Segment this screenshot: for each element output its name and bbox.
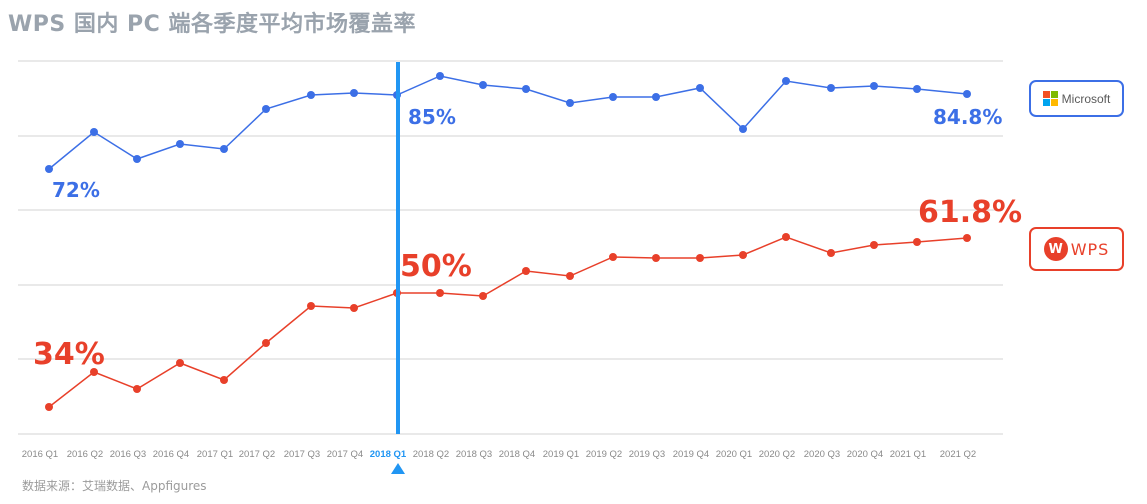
x-axis-label: 2019 Q4: [673, 449, 709, 460]
x-axis-label: 2020 Q2: [759, 449, 795, 460]
data-point: [652, 93, 660, 101]
data-point: [827, 249, 835, 257]
legend-wps[interactable]: W WPS: [1029, 227, 1124, 271]
data-point: [90, 128, 98, 136]
legend-microsoft[interactable]: Microsoft: [1029, 80, 1124, 117]
highlight-line: [396, 62, 400, 434]
data-point: [739, 251, 747, 259]
x-axis-label: 2021 Q2: [940, 449, 976, 460]
x-axis-label: 2019 Q3: [629, 449, 665, 460]
data-point: [652, 254, 660, 262]
data-point: [350, 89, 358, 97]
data-point: [45, 403, 53, 411]
microsoft-series: [45, 72, 971, 173]
data-point: [609, 93, 617, 101]
x-axis-label: 2016 Q3: [110, 449, 146, 460]
x-axis-label: 2017 Q2: [239, 449, 275, 460]
data-point: [870, 241, 878, 249]
data-point: [913, 85, 921, 93]
x-axis-label: 2018 Q4: [499, 449, 535, 460]
chart-title: WPS 国内 PC 端各季度平均市场覆盖率: [8, 12, 416, 37]
highlight-triangle-icon: [391, 463, 405, 474]
data-point: [133, 155, 141, 163]
data-point: [436, 72, 444, 80]
legend-wps-label: WPS: [1070, 239, 1110, 259]
data-point: [696, 84, 704, 92]
x-axis-label: 2016 Q4: [153, 449, 189, 460]
x-axis-label: 2018 Q2: [413, 449, 449, 460]
gridlines: [18, 60, 1003, 435]
x-axis-label: 2020 Q3: [804, 449, 840, 460]
data-point: [913, 238, 921, 246]
data-point: [262, 339, 270, 347]
x-axis-label: 2020 Q4: [847, 449, 883, 460]
x-axis-label: 2017 Q4: [327, 449, 363, 460]
data-point: [262, 105, 270, 113]
data-point: [307, 302, 315, 310]
data-point: [566, 272, 574, 280]
x-axis-label: 2019 Q2: [586, 449, 622, 460]
data-point: [963, 90, 971, 98]
wps-end-label: 61.8%: [918, 195, 1022, 230]
data-source-note: 数据来源：艾瑞数据、Appfigures: [22, 479, 207, 493]
legend-microsoft-label: Microsoft: [1061, 91, 1111, 106]
wps-series: [45, 233, 971, 411]
series-line: [48, 236, 968, 408]
x-axis-label: 2016 Q1: [22, 449, 58, 460]
ms-mid-label: 85%: [408, 105, 456, 129]
data-point: [609, 253, 617, 261]
data-point: [566, 99, 574, 107]
series-line: [48, 75, 968, 170]
data-point: [870, 82, 878, 90]
data-point: [436, 289, 444, 297]
x-axis-label: 2017 Q1: [197, 449, 233, 460]
data-point: [479, 81, 487, 89]
data-point: [176, 140, 184, 148]
ms-start-label: 72%: [52, 178, 100, 202]
wps-start-label: 34%: [33, 337, 105, 372]
data-point: [696, 254, 704, 262]
wps-mid-label: 50%: [400, 249, 472, 284]
data-point: [479, 292, 487, 300]
x-axis-label: 2021 Q1: [890, 449, 926, 460]
data-point: [827, 84, 835, 92]
data-point: [739, 125, 747, 133]
ms-end-label: 84.8%: [933, 105, 1002, 129]
data-point: [782, 233, 790, 241]
data-point: [176, 359, 184, 367]
data-point: [307, 91, 315, 99]
data-point: [963, 234, 971, 242]
data-point: [522, 267, 530, 275]
x-axis-label: 2016 Q2: [67, 449, 103, 460]
data-point: [782, 77, 790, 85]
x-axis-label: 2020 Q1: [716, 449, 752, 460]
microsoft-logo-icon: [1042, 91, 1058, 106]
x-axis-label: 2018 Q1: [370, 449, 407, 460]
data-point: [522, 85, 530, 93]
data-point: [133, 385, 141, 393]
wps-logo-icon: W: [1043, 237, 1068, 261]
data-point: [45, 165, 53, 173]
x-axis-label: 2018 Q3: [456, 449, 492, 460]
x-axis-labels: 2016 Q1 2016 Q2 2016 Q3 2016 Q4 2017 Q1 2017 …: [22, 449, 976, 460]
x-axis-label: 2017 Q3: [284, 449, 320, 460]
data-point: [90, 368, 98, 376]
x-axis-label: 2019 Q1: [543, 449, 579, 460]
data-point: [350, 304, 358, 312]
data-point: [220, 145, 228, 153]
data-point: [220, 376, 228, 384]
